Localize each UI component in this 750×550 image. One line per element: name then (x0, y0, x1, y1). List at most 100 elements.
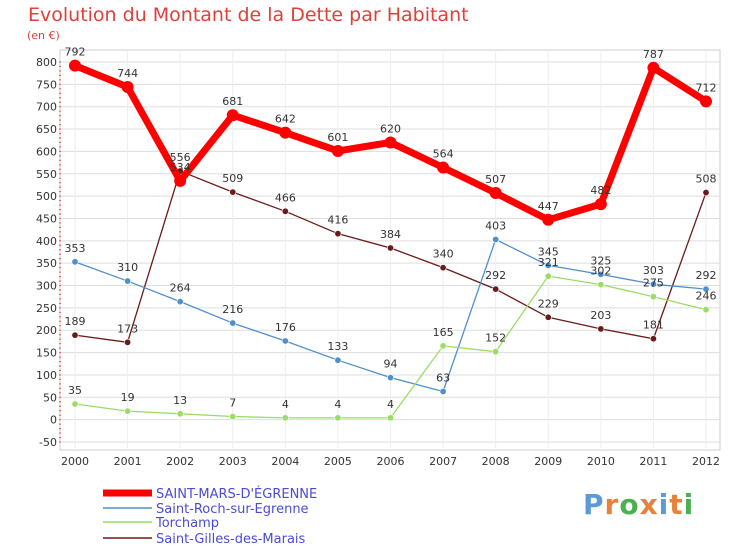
data-label: 133 (327, 340, 348, 353)
unit-label: (en €) (27, 29, 60, 42)
y-tick-label: 700 (36, 101, 57, 114)
data-label: 203 (590, 309, 611, 322)
data-label: 556 (170, 151, 191, 164)
data-label: 152 (485, 332, 506, 345)
y-tick-label: 800 (36, 56, 57, 69)
data-label: 509 (222, 172, 243, 185)
data-point (281, 414, 289, 422)
data-point (124, 277, 132, 285)
data-point (331, 144, 344, 157)
data-point (702, 306, 710, 314)
data-point (229, 413, 237, 421)
legend-label: SAINT-MARS-D'ÉGRENNE (156, 486, 317, 502)
data-label: 447 (538, 200, 559, 213)
data-label: 507 (485, 173, 506, 186)
y-tick-label: 750 (36, 78, 57, 91)
y-tick-label: 450 (36, 212, 57, 225)
data-point (702, 189, 710, 197)
data-point (700, 95, 712, 108)
data-label: 229 (538, 297, 559, 310)
data-label: 384 (380, 228, 401, 241)
chart-title: Evolution du Montant de la Dette par Hab… (28, 4, 469, 26)
data-point (649, 335, 657, 343)
data-point (69, 59, 81, 72)
data-point (542, 213, 555, 226)
data-point (439, 387, 447, 395)
data-point (281, 337, 289, 345)
data-point (176, 298, 184, 306)
data-point (334, 230, 342, 238)
y-tick-label: 100 (36, 369, 57, 382)
data-point (489, 186, 502, 199)
data-point (544, 313, 552, 321)
data-point (229, 188, 237, 196)
data-point (544, 261, 552, 269)
data-label: 7 (229, 397, 236, 410)
data-point (439, 342, 447, 350)
y-tick-label: 600 (36, 145, 57, 158)
data-label: 94 (384, 358, 398, 371)
data-point (649, 293, 657, 301)
data-point (384, 136, 397, 149)
x-tick-label: 2004 (271, 455, 299, 468)
data-label: 246 (696, 290, 717, 303)
data-point (649, 280, 657, 288)
data-label: 482 (590, 184, 611, 197)
data-label: 620 (380, 122, 401, 135)
data-label: 325 (590, 254, 611, 267)
data-point (597, 281, 605, 289)
data-label: 681 (222, 95, 243, 108)
data-point (334, 356, 342, 364)
data-point (386, 374, 394, 382)
x-tick-label: 2003 (219, 455, 247, 468)
data-point (702, 285, 710, 293)
x-tick-label: 2009 (534, 455, 562, 468)
data-point (281, 207, 289, 215)
data-point (71, 258, 79, 266)
data-point (647, 61, 660, 74)
data-label: 63 (436, 371, 450, 384)
y-tick-label: 200 (36, 324, 57, 337)
x-tick-label: 2011 (639, 455, 667, 468)
data-label: 4 (334, 398, 341, 411)
y-tick-label: 0 (50, 414, 57, 427)
y-tick-label: 250 (36, 302, 57, 315)
data-label: 744 (117, 67, 138, 80)
data-label: 601 (327, 131, 348, 144)
data-label: 176 (275, 321, 296, 334)
data-label: 642 (275, 113, 296, 126)
data-label: 321 (538, 256, 559, 269)
data-point (124, 338, 132, 346)
data-point (279, 126, 292, 139)
data-label: 165 (433, 326, 454, 339)
data-label: 181 (643, 319, 664, 332)
data-label: 189 (65, 315, 86, 328)
data-label: 353 (65, 242, 86, 255)
x-tick-label: 2012 (692, 455, 720, 468)
data-point (386, 414, 394, 422)
data-label: 564 (433, 148, 454, 161)
data-label: 403 (485, 219, 506, 232)
data-label: 787 (643, 48, 664, 61)
y-tick-label: -50 (39, 436, 57, 449)
data-point (597, 325, 605, 333)
data-label: 292 (696, 269, 717, 282)
data-label: 4 (387, 398, 394, 411)
x-tick-label: 2000 (61, 455, 89, 468)
x-tick-label: 2010 (587, 455, 615, 468)
y-tick-label: 550 (36, 168, 57, 181)
data-point (437, 161, 450, 174)
data-label: 216 (222, 303, 243, 316)
data-label: 466 (275, 191, 296, 204)
data-point (226, 109, 239, 122)
data-point (386, 244, 394, 252)
data-point (544, 272, 552, 280)
data-label: 303 (643, 264, 664, 277)
x-tick-label: 2008 (482, 455, 510, 468)
data-label: 13 (173, 394, 187, 407)
data-point (71, 400, 79, 408)
data-point (439, 264, 447, 272)
y-tick-label: 500 (36, 190, 57, 203)
proxiti-logo: Proxiti (583, 488, 695, 521)
